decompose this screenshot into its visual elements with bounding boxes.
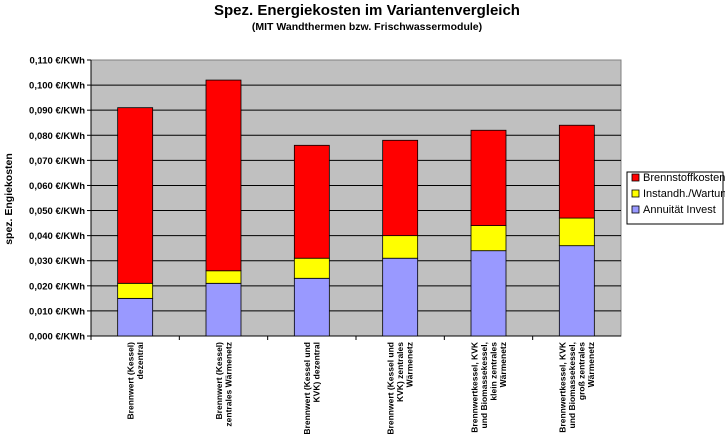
legend-swatch: [631, 189, 640, 198]
legend-box: [626, 171, 724, 225]
chart-title: Spez. Energiekosten im Variantenvergleic…: [214, 2, 520, 19]
legend-swatch: [631, 173, 640, 182]
y-tick-label: 0,060 €/KWh: [29, 181, 85, 192]
bar-segment: [117, 107, 154, 284]
bar-segment: [558, 124, 595, 219]
bar-segment: [117, 297, 154, 337]
bar-segment: [382, 139, 419, 237]
y-tick-label: 0,080 €/KWh: [29, 131, 85, 142]
gridlines: [91, 84, 621, 312]
bar-segment: [205, 79, 242, 272]
y-tick-label: 0,070 €/KWh: [29, 156, 85, 167]
y-tick-label: 0,110 €/KWh: [30, 56, 86, 67]
bar-segment: [382, 257, 419, 337]
y-axis-ticks: 0,000 €/KWh 0,010 €/KWh 0,020 €/KWh 0,030 €…: [29, 56, 621, 343]
y-tick-label: 0,010 €/KWh: [29, 306, 85, 317]
x-tick-label-line: Wärmenetz: [586, 342, 596, 387]
x-tick-label-line: und Biomassekessel,: [479, 342, 489, 428]
x-tick-label-line: KVK) zentrales: [395, 342, 405, 402]
bar-segment: [470, 129, 507, 226]
y-tick-label: 0,020 €/KWh: [29, 281, 85, 292]
x-tick-label: Brennwert (Kessel) zentrales Wärmenetz: [214, 342, 234, 427]
x-tick-label: Brennwertkessel, KVK und Biomassekessel, g…: [558, 341, 597, 433]
chart-subtitle: (MIT Wandthermen bzw. Frischwassermodule…: [252, 21, 482, 33]
legend-label: Brennstoffkosten: [643, 172, 725, 184]
x-tick-label-line: Wärmenetz: [498, 342, 508, 387]
x-tick-label: Brennwertkessel, KVK und Biomassekessel, k…: [469, 341, 508, 433]
x-tick-label-line: Brennwertkessel, KVK: [558, 341, 568, 433]
legend-swatch: [631, 205, 640, 214]
bars: [117, 79, 595, 337]
bar-segment: [293, 144, 330, 259]
y-tick-label: 0,040 €/KWh: [29, 231, 85, 242]
bar-segment: [117, 282, 154, 299]
x-tick-label-line: groß zentrales: [577, 342, 587, 400]
y-tick-label: 0,030 €/KWh: [29, 256, 85, 267]
x-tick-label-line: Brennwert (Kessel und: [302, 342, 312, 435]
legend-label: Annuität Invest: [643, 204, 716, 216]
y-tick-label: 0,100 €/KWh: [29, 81, 85, 92]
x-tick-label-line: KVK) dezentral: [312, 342, 322, 402]
y-axis-label: spez. Engiekosten: [3, 153, 15, 245]
bar-segment: [470, 225, 507, 252]
x-tick-label-line: Brennwert (Kessel und: [386, 342, 396, 435]
x-tick-label: Brennwert (Kessel und KVK) zentrales Wärme…: [386, 342, 415, 435]
x-tick-label-line: klein zentrales: [488, 342, 498, 401]
y-tick-label: 0,000 €/KWh: [29, 332, 85, 343]
legend-label: Instandh./Wartung: [643, 188, 725, 200]
plot-area: [90, 59, 622, 337]
x-tick-label-line: Brennwert (Kessel): [125, 342, 135, 420]
bar-segment: [293, 277, 330, 337]
x-tick-label-line: dezentral: [135, 342, 145, 379]
bar-segment: [470, 250, 507, 337]
y-tick-label: 0,090 €/KWh: [29, 106, 85, 117]
legend: Brennstoffkosten Instandh./Wartung Annuitä…: [626, 171, 725, 225]
x-tick-label-line: zentrales Wärmenetz: [223, 342, 233, 427]
x-tick-label-line: Brennwert (Kessel): [214, 342, 224, 420]
bar-segment: [205, 282, 242, 337]
bar-segment: [558, 217, 595, 247]
y-tick-label: 0,050 €/KWh: [29, 206, 85, 217]
bar-segment: [293, 257, 330, 279]
x-tick-label-line: Wärmenetz: [405, 342, 415, 387]
x-axis-categories: Brennwert (Kessel) dezentral Brennwert (Ke…: [90, 336, 597, 435]
x-tick-label: Brennwert (Kessel) dezentral: [125, 342, 145, 420]
bar-segment: [205, 270, 242, 284]
bar-segment: [382, 235, 419, 259]
bar-segment: [558, 245, 595, 337]
x-tick-label-line: und Biomassekessel,: [567, 342, 577, 428]
x-tick-label-line: Brennwertkessel, KVK: [469, 341, 479, 433]
x-tick-label: Brennwert (Kessel und KVK) dezentral: [302, 342, 322, 435]
